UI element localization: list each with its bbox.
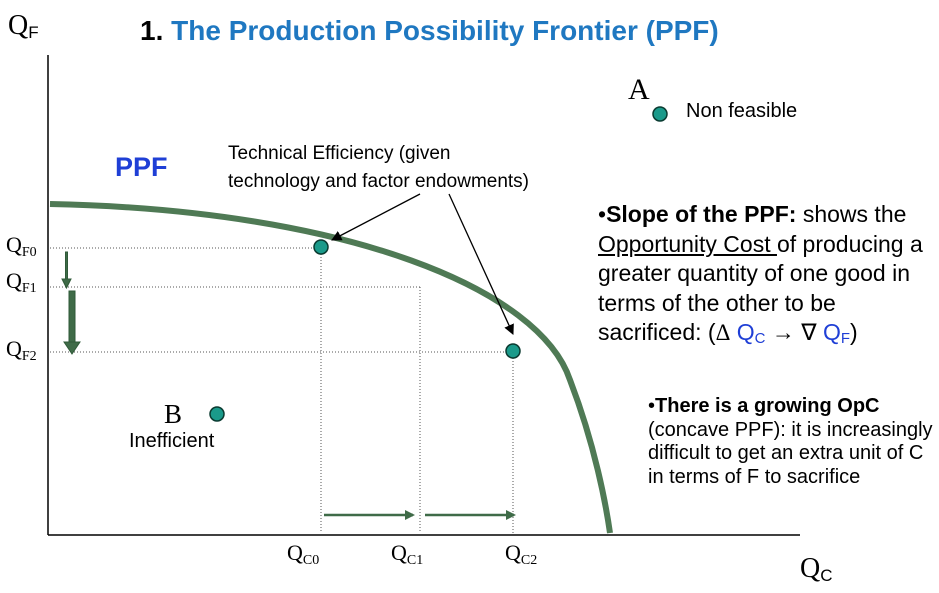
x-tick-main: Q <box>391 540 407 565</box>
page-title: 1. The Production Possibility Frontier (… <box>140 15 719 47</box>
point-a-letter: A <box>628 73 650 106</box>
y-decrease-arrows <box>61 251 81 355</box>
x-axis-sub: C <box>820 566 833 585</box>
point-a-marker <box>652 106 668 122</box>
qc-symbol: QC <box>736 319 766 347</box>
point-b-letter: B <box>164 399 183 429</box>
y-axis-label: QF <box>8 10 39 42</box>
x-tick-sub: C0 <box>302 553 320 568</box>
y-axis-sub: F <box>28 23 39 42</box>
qc-main: Q <box>736 319 755 345</box>
ppf-curve-label: PPF <box>115 152 168 182</box>
y-tick-main: Q <box>6 336 22 361</box>
x-tick-sub: C1 <box>406 553 424 568</box>
x-tick-main: Q <box>287 540 303 565</box>
y-tick-sub: F0 <box>21 245 37 260</box>
y-tick-qf2: QF2 <box>6 338 37 364</box>
x-tick-qc0: QC0 <box>287 542 319 568</box>
qf-sub: F <box>840 330 851 347</box>
y-tick-sub: F2 <box>21 349 37 364</box>
y-tick-qf1: QF1 <box>6 270 37 296</box>
x-tick-sub: C2 <box>520 553 538 568</box>
x-axis-label: QC <box>800 553 833 585</box>
guide-lines <box>50 247 514 533</box>
qf-main: Q <box>823 319 841 345</box>
technical-efficiency-note: Technical Efficiency (given technology a… <box>228 140 529 196</box>
point-a-label: Non feasible <box>686 100 798 122</box>
close-paren: ) <box>850 319 858 345</box>
x-tick-qc2: QC2 <box>505 542 537 568</box>
efficient-point-qc2 <box>505 343 521 359</box>
qc-sub: C <box>754 330 766 347</box>
slope-note-heading: Slope of the PPF: <box>606 201 797 227</box>
pointer-arrow-qc2 <box>448 193 514 335</box>
bullet: • <box>598 201 607 227</box>
opc-note-text: (concave PPF): it is increasingly diffic… <box>648 418 933 488</box>
efficient-point-qc0 <box>313 239 329 255</box>
pointer-arrow-qc0 <box>331 193 421 241</box>
y-tick-qf0: QF0 <box>6 234 37 260</box>
point-b-label: Inefficient <box>129 430 215 452</box>
x-tick-qc1: QC1 <box>391 542 423 568</box>
y-axis-main: Q <box>8 10 29 41</box>
opc-note-heading: There is a growing OpC <box>655 395 880 417</box>
nabla-symbol: ∇ <box>801 320 817 345</box>
technical-efficiency-line2: technology and factor endowments) <box>228 171 530 192</box>
slope-note: •Slope of the PPF: shows the Opportunity… <box>598 200 938 354</box>
title-text: The Production Possibility Frontier (PPF… <box>171 15 719 46</box>
slope-note-text2: of producing a greater quantity of one g… <box>598 230 923 346</box>
technical-efficiency-line1: Technical Efficiency (given <box>228 143 451 164</box>
bullet: • <box>648 395 656 417</box>
title-number: 1. <box>140 15 164 46</box>
y-tick-main: Q <box>6 232 22 257</box>
point-b-marker <box>209 406 225 422</box>
arrow-symbol: → <box>765 319 802 345</box>
ppf-curve <box>49 201 613 534</box>
y-tick-sub: F1 <box>21 281 37 296</box>
delta-symbol: Δ <box>715 320 731 345</box>
opc-note: •There is a growing OpC (concave PPF): i… <box>648 395 938 489</box>
x-tick-main: Q <box>505 540 521 565</box>
y-tick-main: Q <box>6 268 22 293</box>
slope-note-text1: shows the <box>796 201 907 227</box>
x-axis-main: Q <box>800 553 821 584</box>
qf-symbol: QF <box>823 319 851 347</box>
opportunity-cost-term: Opportunity Cost <box>598 230 777 257</box>
